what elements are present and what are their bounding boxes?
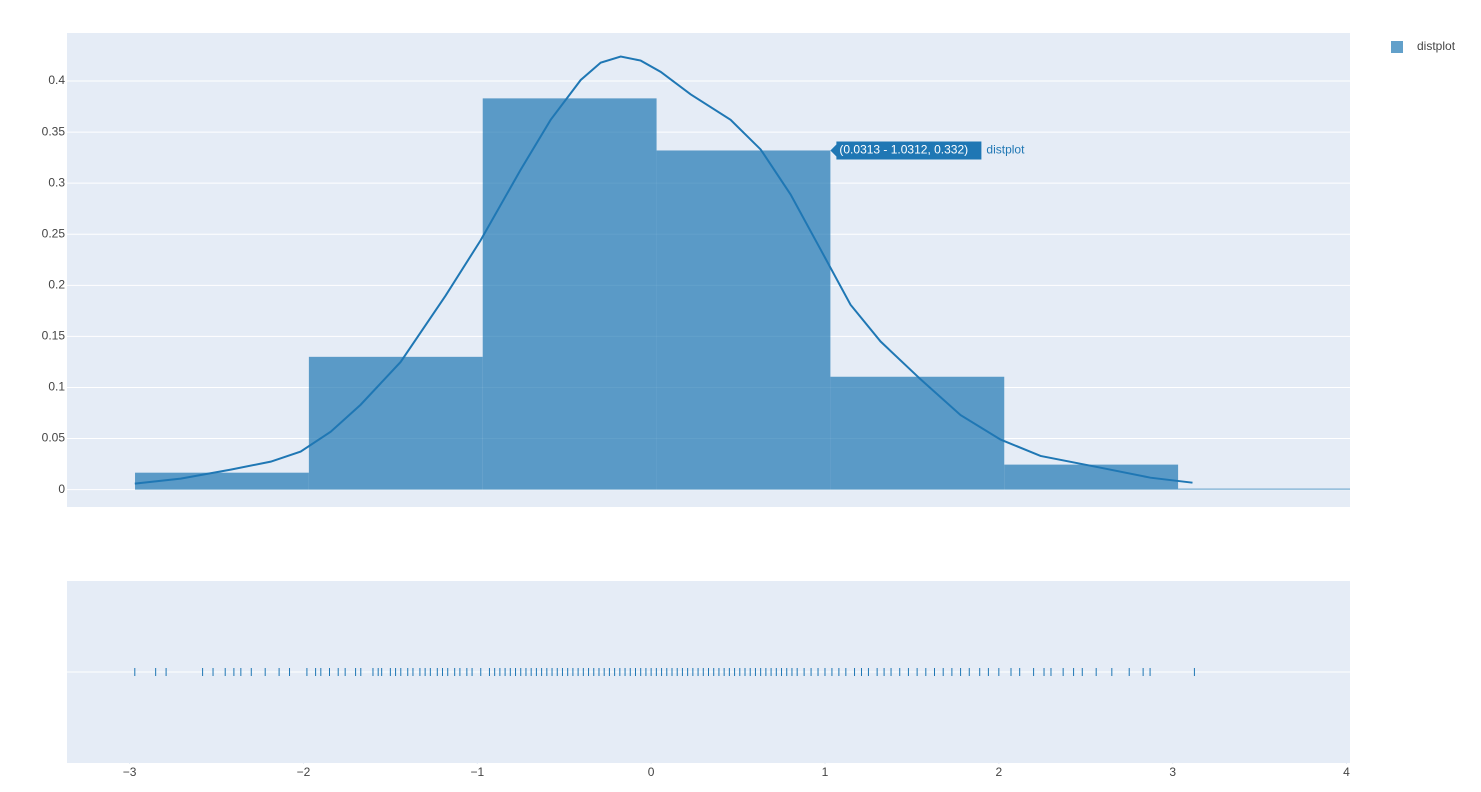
legend-swatch: [1391, 41, 1403, 53]
x-tick-label: 2: [995, 765, 1002, 779]
histogram-bar: [308, 356, 483, 490]
hover-label: (0.0313 - 1.0312, 0.332) distplot: [830, 141, 1025, 160]
x-tick-label: −1: [470, 765, 484, 779]
hover-text: (0.0313 - 1.0312, 0.332): [839, 143, 968, 157]
hover-series: distplot: [986, 143, 1025, 157]
histogram-bar: [482, 98, 657, 490]
legend-label: distplot: [1417, 39, 1456, 53]
x-tick-label: 1: [822, 765, 829, 779]
y-tick-label: 0.2: [48, 277, 65, 291]
y-tick-label: 0.3: [48, 175, 65, 189]
y-tick-label: 0.05: [42, 431, 66, 445]
y-tick-label: 0.25: [42, 226, 66, 240]
y-tick-label: 0.1: [48, 380, 65, 394]
histogram-bar: [830, 376, 1005, 490]
x-tick-label: 4: [1343, 765, 1350, 779]
histogram-bar: [656, 150, 831, 490]
x-tick-label: 0: [648, 765, 655, 779]
histogram-bar: [135, 472, 309, 490]
y-tick-label: 0: [58, 482, 65, 496]
y-tick-label: 0.35: [42, 124, 66, 138]
x-tick-label: 3: [1169, 765, 1176, 779]
y-tick-label: 0.15: [42, 329, 66, 343]
y-tick-label: 0.4: [48, 73, 65, 87]
x-tick-label: −3: [123, 765, 137, 779]
x-tick-label: −2: [297, 765, 311, 779]
histogram-bar: [1178, 488, 1350, 490]
kde-line: [134, 55, 1193, 485]
hover-box: [830, 141, 982, 160]
